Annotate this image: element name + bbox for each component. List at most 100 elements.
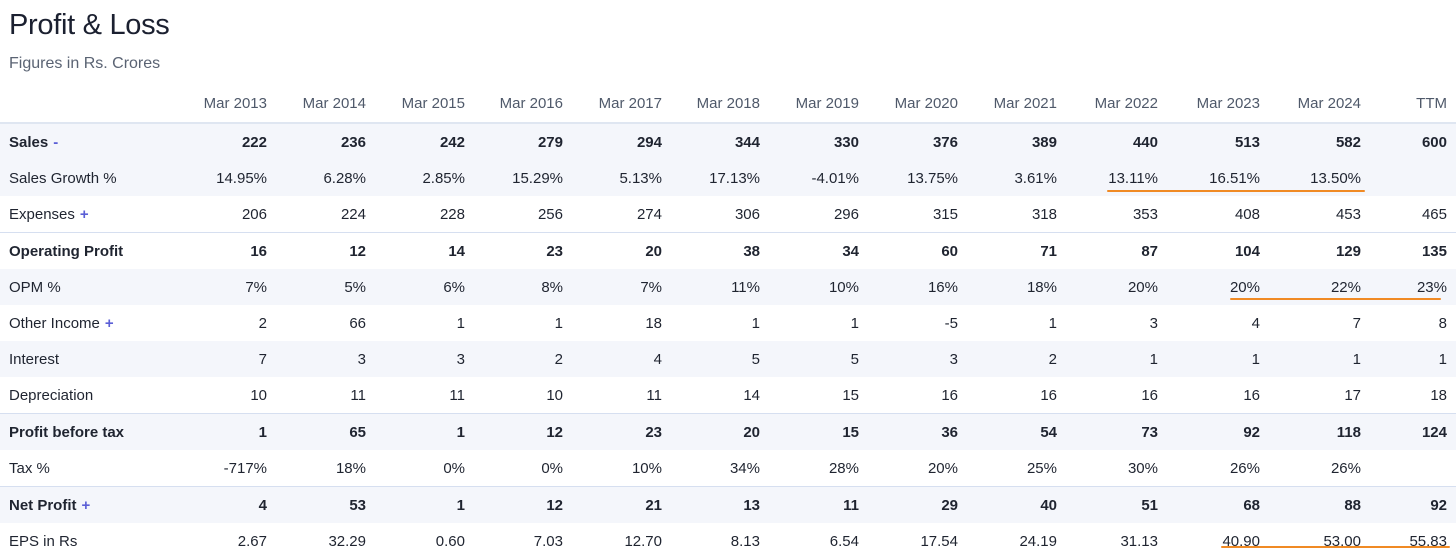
table-cell: 1 xyxy=(375,486,474,523)
table-cell: 12 xyxy=(474,413,572,450)
table-cell: 2 xyxy=(967,341,1066,377)
table-cell: 206 xyxy=(241,205,267,223)
table-cell: 274 xyxy=(636,205,662,223)
row-label: Tax % xyxy=(9,459,50,477)
table-cell: 40 xyxy=(967,486,1066,523)
table-cell: 16 xyxy=(1040,386,1057,404)
table-cell: 353 xyxy=(1132,205,1158,223)
table-cell: 256 xyxy=(537,205,563,223)
table-cell: 3.61% xyxy=(967,160,1066,196)
table-cell: 1 xyxy=(375,413,474,450)
row-label-cell: Sales Growth % xyxy=(0,160,178,196)
table-cell: 344 xyxy=(671,123,769,160)
table-cell: 92 xyxy=(1167,413,1269,450)
table-cell: 11 xyxy=(449,386,465,404)
table-header-row: Mar 2013 Mar 2014 Mar 2015 Mar 2016 Mar 2017… xyxy=(0,85,1456,124)
table-cell: 8 xyxy=(1438,314,1447,332)
table-cell: 1 xyxy=(1167,341,1269,377)
table-row[interactable]: Other Income +2 66 1 1 18 1 1 -5 1 3 4 7 8 xyxy=(0,305,1456,341)
table-cell: 5 xyxy=(769,341,868,377)
row-label-cell: Interest xyxy=(0,341,178,377)
table-cell: 68 xyxy=(1167,486,1269,523)
table-cell: 12 xyxy=(276,232,375,269)
row-label: Operating Profit xyxy=(9,242,124,260)
table-cell: 6.54 xyxy=(829,532,859,550)
table-cell: 4 xyxy=(178,486,276,523)
row-label-cell: Depreciation xyxy=(0,377,178,414)
table-row[interactable]: Net Profit +4 53 1 12 21 13 11 29 40 51 68 88 92 xyxy=(0,486,1456,523)
table-cell: -717% xyxy=(223,459,267,477)
table-cell: 1 xyxy=(456,314,465,332)
row-label-cell: Profit before tax xyxy=(0,413,178,450)
table-cell: 8% xyxy=(474,269,572,305)
row-label: EPS in Rs xyxy=(9,532,78,550)
expand-toggle-button[interactable]: + xyxy=(104,314,114,332)
table-cell: 5 xyxy=(671,341,769,377)
column-header: Mar 2014 xyxy=(276,85,375,124)
table-cell: 4 xyxy=(572,341,671,377)
highlight-underline-opm xyxy=(1230,298,1441,300)
row-label-cell: Tax % xyxy=(0,450,178,487)
expand-toggle-button[interactable]: + xyxy=(79,205,89,223)
table-row[interactable]: Expenses +206 224 228 256 274 306 296 315 318 353 4… xyxy=(0,196,1456,233)
row-label-cell[interactable]: Expenses + xyxy=(0,196,178,233)
page-title: Profit & Loss xyxy=(9,9,170,41)
collapse-toggle-button[interactable]: - xyxy=(53,133,59,151)
table-cell: 7 xyxy=(1352,314,1361,332)
table-cell: 11% xyxy=(671,269,769,305)
table-cell: 15.29% xyxy=(474,160,572,196)
table-cell: 12.70 xyxy=(624,532,662,550)
table-row[interactable]: Sales -222 236 242 279 294 344 330 376 389 440 513 5… xyxy=(0,123,1456,160)
table-cell: 23 xyxy=(572,413,671,450)
row-label-cell[interactable]: Net Profit + xyxy=(0,486,178,523)
table-cell: 20 xyxy=(671,413,769,450)
table-row: EPS in Rs 2.67 32.29 0.60 7.03 12.70 8.13 6.54 1… xyxy=(0,523,1456,559)
column-header: Mar 2022 xyxy=(1066,85,1167,124)
table-cell: 34% xyxy=(729,459,760,477)
table-cell: 65 xyxy=(276,413,375,450)
table-cell: 36 xyxy=(868,413,967,450)
column-header: Mar 2013 xyxy=(178,85,276,124)
table-cell: 26% xyxy=(1330,459,1361,477)
table-cell: 2 xyxy=(474,341,572,377)
table-cell: 18 xyxy=(645,314,662,332)
table-cell: 55.83 xyxy=(1409,532,1447,550)
table-cell: 21 xyxy=(572,486,671,523)
table-cell: 20% xyxy=(1066,269,1167,305)
table-cell: 465 xyxy=(1421,205,1447,223)
column-header: Mar 2015 xyxy=(375,85,474,124)
table-cell: 29 xyxy=(868,486,967,523)
table-cell: 20 xyxy=(572,232,671,269)
highlight-underline-eps xyxy=(1221,546,1450,548)
table-cell: 26% xyxy=(1229,459,1260,477)
table-cell: 12 xyxy=(474,486,572,523)
table-cell: 296 xyxy=(833,205,859,223)
table-cell: 2 xyxy=(258,314,267,332)
row-label: Depreciation xyxy=(9,386,94,404)
table-cell: 51 xyxy=(1066,486,1167,523)
table-cell: 92 xyxy=(1370,486,1456,523)
table-cell: 236 xyxy=(276,123,375,160)
row-label-cell[interactable]: Sales - xyxy=(0,123,178,160)
column-header: Mar 2021 xyxy=(967,85,1066,124)
table-cell: 6.28% xyxy=(276,160,375,196)
table-cell: 17 xyxy=(1344,386,1361,404)
table-cell: 104 xyxy=(1167,232,1269,269)
table-cell: 118 xyxy=(1269,413,1370,450)
expand-toggle-button[interactable]: + xyxy=(81,496,91,514)
table-cell: 3 xyxy=(1149,314,1158,332)
row-label-cell: OPM % xyxy=(0,269,178,305)
table-cell: 20% xyxy=(1167,269,1269,305)
table-cell: 600 xyxy=(1370,123,1456,160)
row-label-cell[interactable]: Other Income + xyxy=(0,305,178,341)
table-cell: 279 xyxy=(474,123,572,160)
table-cell: 7% xyxy=(178,269,276,305)
table-cell: 20% xyxy=(927,459,958,477)
table-cell: 10% xyxy=(631,459,662,477)
profit-loss-table: Mar 2013 Mar 2014 Mar 2015 Mar 2016 Mar 2017… xyxy=(0,85,1456,559)
table-cell: 10 xyxy=(250,386,267,404)
table-cell xyxy=(1370,160,1456,196)
table-cell: 10% xyxy=(769,269,868,305)
table-cell: 16 xyxy=(1141,386,1158,404)
column-header: Mar 2020 xyxy=(868,85,967,124)
